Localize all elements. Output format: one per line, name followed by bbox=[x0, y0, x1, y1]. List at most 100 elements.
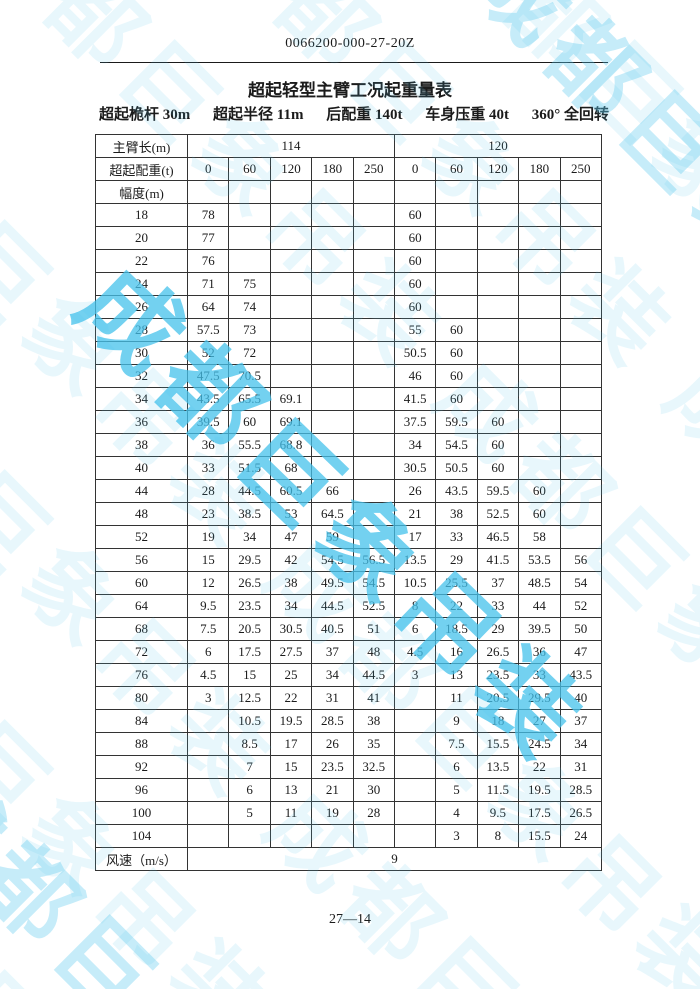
empty-cell bbox=[393, 824, 437, 848]
capacity-cell: 8 bbox=[476, 824, 520, 848]
capacity-cell: 54.5 bbox=[311, 548, 354, 572]
capacity-cell: 11 bbox=[269, 801, 313, 825]
capacity-cell: 64.5 bbox=[311, 502, 354, 526]
capacity-cell: 28 bbox=[186, 479, 230, 503]
page-number: 27—14 bbox=[329, 912, 371, 927]
capacity-cell: 68 bbox=[269, 456, 313, 480]
empty-cell bbox=[269, 295, 313, 319]
capacity-cell: 37 bbox=[476, 571, 520, 595]
empty-cell bbox=[269, 203, 313, 227]
capacity-cell: 47 bbox=[559, 640, 603, 664]
capacity-cell: 19 bbox=[311, 801, 354, 825]
radius-label: 幅度(m) bbox=[95, 180, 188, 204]
empty-cell bbox=[559, 479, 603, 503]
empty-cell bbox=[559, 387, 603, 411]
table-row: 20 77 60 bbox=[95, 226, 603, 250]
capacity-cell: 13 bbox=[269, 778, 313, 802]
radius-cell: 84 bbox=[95, 709, 188, 733]
capacity-cell: 37 bbox=[311, 640, 354, 664]
capacity-cell: 77 bbox=[186, 226, 230, 250]
capacity-cell: 38 bbox=[269, 571, 313, 595]
capacity-cell: 60 bbox=[435, 341, 478, 365]
wind-speed-label: 风速（m/s） bbox=[95, 847, 188, 871]
empty-cell bbox=[311, 433, 354, 457]
empty-cell bbox=[518, 180, 561, 204]
condition-mast: 超起桅杆 30m bbox=[99, 107, 191, 123]
empty-cell bbox=[269, 249, 313, 273]
capacity-cell: 27.5 bbox=[269, 640, 313, 664]
empty-cell bbox=[476, 203, 520, 227]
capacity-cell: 6 bbox=[435, 755, 478, 779]
radius-cell: 80 bbox=[95, 686, 188, 710]
capacity-cell: 52 bbox=[186, 341, 230, 365]
capacity-cell: 44.5 bbox=[228, 479, 271, 503]
empty-cell bbox=[352, 456, 395, 480]
empty-cell bbox=[269, 180, 313, 204]
capacity-cell: 60 bbox=[393, 295, 437, 319]
radius-cell: 20 bbox=[95, 226, 188, 250]
counterweight-value: 60 bbox=[228, 157, 271, 181]
table-row: 32 47.5 70.5 46 60 bbox=[95, 364, 603, 388]
capacity-cell: 15 bbox=[269, 755, 313, 779]
empty-cell bbox=[186, 755, 230, 779]
empty-cell bbox=[352, 387, 395, 411]
capacity-cell: 13.5 bbox=[393, 548, 437, 572]
empty-cell bbox=[186, 709, 230, 733]
header-rule bbox=[100, 62, 608, 63]
empty-cell bbox=[559, 364, 603, 388]
empty-cell bbox=[269, 272, 313, 296]
empty-cell bbox=[435, 203, 478, 227]
empty-cell bbox=[269, 364, 313, 388]
capacity-cell: 69.1 bbox=[269, 410, 313, 434]
empty-cell bbox=[228, 249, 271, 273]
empty-cell bbox=[518, 410, 561, 434]
empty-cell bbox=[476, 387, 520, 411]
boom-length-row: 主臂长(m) 114 120 bbox=[95, 134, 603, 158]
radius-cell: 92 bbox=[95, 755, 188, 779]
empty-cell bbox=[352, 272, 395, 296]
table-row: 48 23 38.5 53 64.5 21 38 52.5 60 bbox=[95, 502, 603, 526]
capacity-cell: 32.5 bbox=[352, 755, 395, 779]
capacity-cell: 19.5 bbox=[518, 778, 561, 802]
capacity-cell: 60 bbox=[518, 502, 561, 526]
capacity-cell: 76 bbox=[186, 249, 230, 273]
table-row: 64 9.5 23.5 34 44.5 52.5 8 22 33 44 52 bbox=[95, 594, 603, 618]
empty-cell bbox=[352, 295, 395, 319]
empty-cell bbox=[559, 341, 603, 365]
radius-cell: 26 bbox=[95, 295, 188, 319]
radius-cell: 30 bbox=[95, 341, 188, 365]
empty-cell bbox=[311, 226, 354, 250]
empty-cell bbox=[311, 318, 354, 342]
capacity-cell: 48.5 bbox=[518, 571, 561, 595]
capacity-cell: 9.5 bbox=[186, 594, 230, 618]
capacity-cell: 55.5 bbox=[228, 433, 271, 457]
capacity-cell: 54 bbox=[559, 571, 603, 595]
empty-cell bbox=[311, 272, 354, 296]
capacity-cell: 35 bbox=[352, 732, 395, 756]
capacity-cell: 11 bbox=[435, 686, 478, 710]
capacity-cell: 60 bbox=[393, 249, 437, 273]
table-row: 100 5 11 19 28 4 9.5 17.5 26.5 bbox=[95, 801, 603, 825]
capacity-cell: 30.5 bbox=[393, 456, 437, 480]
capacity-cell: 51 bbox=[352, 617, 395, 641]
capacity-cell: 13 bbox=[435, 663, 478, 687]
capacity-cell: 38 bbox=[435, 502, 478, 526]
capacity-cell: 60 bbox=[435, 387, 478, 411]
capacity-cell: 34 bbox=[311, 663, 354, 687]
capacity-cell: 9.5 bbox=[476, 801, 520, 825]
table-row: 28 57.5 73 55 60 bbox=[95, 318, 603, 342]
radius-cell: 64 bbox=[95, 594, 188, 618]
capacity-cell: 28.5 bbox=[311, 709, 354, 733]
empty-cell bbox=[352, 410, 395, 434]
empty-cell bbox=[311, 364, 354, 388]
capacity-cell: 59.5 bbox=[476, 479, 520, 503]
empty-cell bbox=[518, 295, 561, 319]
empty-cell bbox=[352, 824, 395, 848]
empty-cell bbox=[269, 226, 313, 250]
wind-speed-row: 风速（m/s） 9 bbox=[95, 847, 602, 871]
empty-cell bbox=[228, 203, 271, 227]
capacity-cell: 30.5 bbox=[269, 617, 313, 641]
empty-cell bbox=[518, 433, 561, 457]
radius-cell: 72 bbox=[95, 640, 188, 664]
